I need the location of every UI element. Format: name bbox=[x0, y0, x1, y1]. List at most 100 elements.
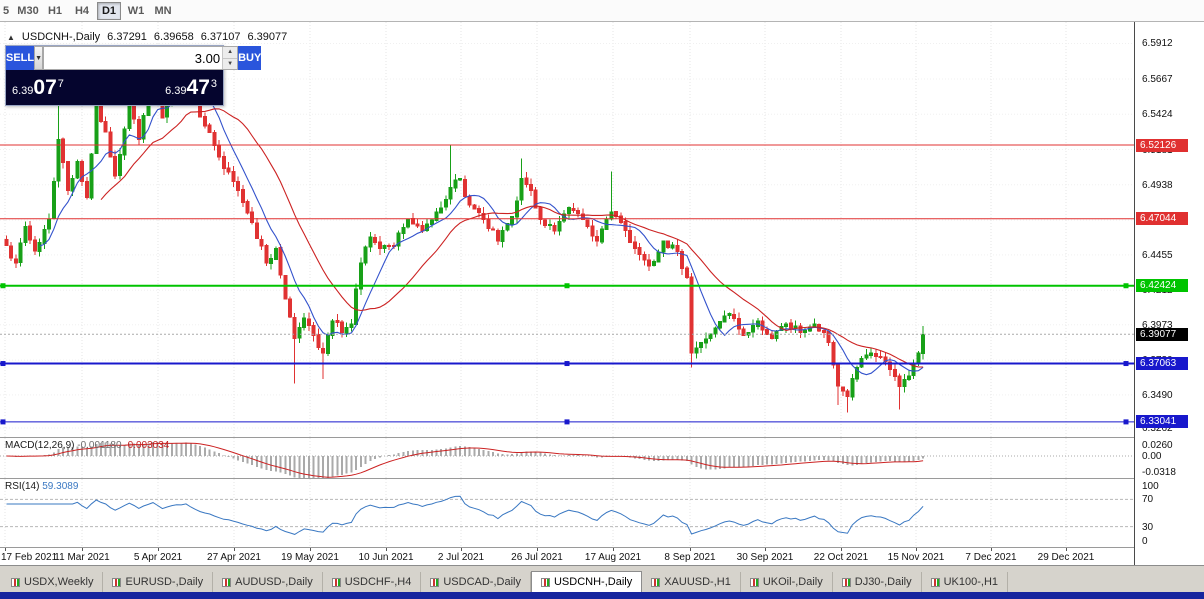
macd-canvas bbox=[0, 438, 1134, 478]
time-tick bbox=[386, 548, 387, 551]
collapse-panel-icon[interactable]: ▲ bbox=[7, 32, 15, 42]
time-label: 30 Sep 2021 bbox=[736, 552, 794, 563]
chart-tab-label: USDCNH-,Daily bbox=[553, 576, 633, 588]
sell-button[interactable]: SELL bbox=[6, 46, 35, 70]
rsi-canvas bbox=[0, 479, 1134, 547]
chart-icon bbox=[930, 577, 940, 587]
ohlc-close: 6.39077 bbox=[247, 31, 288, 43]
time-label: 15 Nov 2021 bbox=[887, 552, 945, 563]
ohlc-low: 6.37107 bbox=[200, 31, 241, 43]
price-chart-canvas[interactable] bbox=[0, 22, 1134, 437]
time-label: 10 Jun 2021 bbox=[358, 552, 414, 563]
chart-icon bbox=[841, 577, 851, 587]
rsi-label: RSI(14) 59.3089 bbox=[5, 481, 79, 492]
price-badge-6.33041: 6.33041 bbox=[1136, 415, 1188, 429]
chevron-down-icon: ▼ bbox=[35, 54, 43, 62]
price-tick: 6.4455 bbox=[1142, 249, 1173, 261]
buy-button[interactable]: BUY bbox=[238, 46, 262, 70]
price-tick: 6.5424 bbox=[1142, 109, 1173, 121]
timeframe-button-h4[interactable]: H4 bbox=[70, 2, 94, 20]
volume-increase-button[interactable]: ▲ bbox=[223, 47, 238, 59]
candles bbox=[4, 52, 926, 413]
grid bbox=[0, 22, 1134, 437]
timeframe-button-w1[interactable]: W1 bbox=[124, 2, 148, 20]
hline-handle[interactable] bbox=[564, 419, 570, 425]
time-label: 29 Dec 2021 bbox=[1037, 552, 1095, 563]
time-tick bbox=[461, 548, 462, 551]
bid-price: 6.39 07 7 bbox=[12, 75, 64, 99]
hline-handle[interactable] bbox=[1123, 361, 1129, 367]
hline-handle[interactable] bbox=[564, 283, 570, 289]
chart-tab-ukoil-daily[interactable]: UKOil-,Daily bbox=[741, 572, 833, 592]
chart-icon bbox=[222, 577, 232, 587]
time-label: 11 Mar 2021 bbox=[54, 552, 110, 563]
chart-tab-usdchf-h4[interactable]: USDCHF-,H4 bbox=[323, 572, 422, 592]
time-label: 17 Aug 2021 bbox=[584, 552, 642, 563]
time-tick bbox=[613, 548, 614, 551]
volume-input[interactable] bbox=[44, 47, 223, 69]
chart-tab-audusd-daily[interactable]: AUDUSD-,Daily bbox=[213, 572, 323, 592]
price-badge-6.47044: 6.47044 bbox=[1136, 212, 1188, 226]
price-tick: 6.3490 bbox=[1142, 389, 1173, 401]
macd-tick: 0.00 bbox=[1142, 450, 1162, 462]
macd-signal-line bbox=[6, 442, 924, 478]
time-tick bbox=[991, 548, 992, 551]
chart-tab-usdx-weekly[interactable]: USDX,Weekly bbox=[2, 572, 104, 592]
rsi-tick: 0 bbox=[1142, 536, 1148, 547]
chart-tab-dj30-daily[interactable]: DJ30-,Daily bbox=[833, 572, 922, 592]
chart-tab-uk100-h1[interactable]: UK100-,H1 bbox=[922, 572, 1009, 592]
timeframe-button-mn[interactable]: MN bbox=[151, 2, 175, 20]
chart-tab-usdcad-daily[interactable]: USDCAD-,Daily bbox=[421, 572, 531, 592]
chart-tab-xauusd-h1[interactable]: XAUUSD-,H1 bbox=[642, 572, 741, 592]
price-axis[interactable]: 6.59126.56676.54246.51816.49386.46956.44… bbox=[1134, 22, 1204, 565]
hline-handle[interactable] bbox=[0, 283, 6, 289]
hline-handle[interactable] bbox=[1123, 283, 1129, 289]
chart-tab-label: AUDUSD-,Daily bbox=[235, 576, 313, 588]
timeframe-button-h1[interactable]: H1 bbox=[43, 2, 67, 20]
chart-icon bbox=[749, 577, 759, 587]
chart-tab-label: XAUUSD-,H1 bbox=[664, 576, 731, 588]
time-label: 17 Feb 2021 bbox=[1, 552, 58, 563]
hline-handle[interactable] bbox=[0, 361, 6, 367]
volume-decrease-button[interactable]: ▼ bbox=[223, 58, 238, 69]
price-tick: 6.5912 bbox=[1142, 38, 1173, 50]
order-options-dropdown[interactable]: ▼ bbox=[34, 46, 44, 70]
hline-handle[interactable] bbox=[1123, 419, 1129, 425]
time-axis[interactable]: 17 Feb 2021 11 Mar 2021 5 Apr 2021 27 Apr 2… bbox=[0, 547, 1134, 565]
time-tick bbox=[537, 548, 538, 551]
chart-icon bbox=[331, 577, 341, 587]
chart-tab-usdcnh-daily[interactable]: USDCNH-,Daily bbox=[530, 571, 643, 592]
chart-symbol-label: USDCNH-,Daily bbox=[21, 31, 101, 43]
rsi-indicator-pane[interactable]: RSI(14) 59.3089 bbox=[0, 478, 1134, 547]
chart-tab-eurusd-daily[interactable]: EURUSD-,Daily bbox=[103, 572, 214, 592]
price-chart-pane[interactable]: ▲ USDCNH-,Daily 6.37291 6.39658 6.37107 … bbox=[0, 22, 1134, 437]
chart-tab-label: USDCAD-,Daily bbox=[443, 576, 521, 588]
time-tick bbox=[82, 548, 83, 551]
chart-icon bbox=[430, 577, 440, 587]
ohlc-high: 6.39658 bbox=[153, 31, 194, 43]
chart-icon bbox=[11, 577, 20, 587]
price-tick: 6.3262 bbox=[1142, 423, 1173, 434]
timeframe-button-5[interactable]: 5 bbox=[0, 2, 13, 20]
timeframe-button-m30[interactable]: M30 bbox=[16, 2, 40, 20]
rsi-tick: 100 bbox=[1142, 481, 1159, 492]
macd-main-value: -0.001180 bbox=[77, 440, 122, 451]
time-tick bbox=[310, 548, 311, 551]
quote-row: 6.39 07 7 6.39 47 3 bbox=[6, 70, 223, 105]
ask-price: 6.39 47 3 bbox=[165, 75, 217, 99]
time-label: 7 Dec 2021 bbox=[965, 552, 1017, 563]
time-tick bbox=[765, 548, 766, 551]
time-label: 8 Sep 2021 bbox=[664, 552, 716, 563]
price-badge-6.37063: 6.37063 bbox=[1136, 357, 1188, 370]
time-tick bbox=[1066, 548, 1067, 551]
hline-handle[interactable] bbox=[0, 419, 6, 425]
timeframe-button-d1[interactable]: D1 bbox=[97, 1, 121, 20]
price-badge-6.42424: 6.42424 bbox=[1136, 279, 1188, 293]
chart-tab-label: USDX,Weekly bbox=[24, 576, 94, 588]
chart-tabbar: USDX,Weekly EURUSD-,Daily AUDUSD-,Daily USD… bbox=[0, 565, 1204, 592]
hline-handle[interactable] bbox=[564, 361, 570, 367]
time-tick bbox=[916, 548, 917, 551]
macd-indicator-pane[interactable]: MACD(12,26,9) -0.001180 -0.003034 bbox=[0, 437, 1134, 478]
chart-tab-label: UK100-,H1 bbox=[943, 576, 999, 588]
